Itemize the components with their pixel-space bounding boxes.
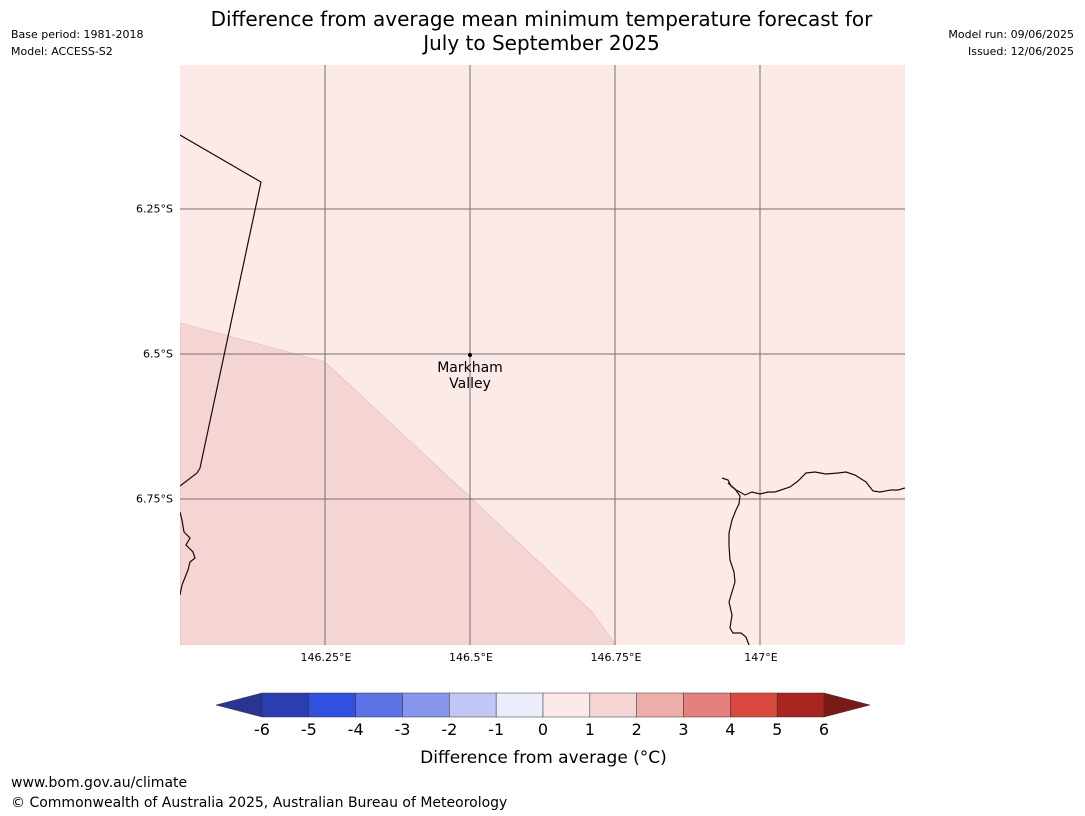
header-right-info: Model run: 09/06/2025 Issued: 12/06/2025 bbox=[948, 26, 1074, 60]
base-period-text: Base period: 1981-2018 bbox=[11, 28, 144, 41]
colorbar-segment bbox=[776, 692, 825, 718]
colorbar-tick-label: 1 bbox=[584, 720, 595, 739]
lon-label-147: 147°E bbox=[744, 651, 778, 664]
lon-label-146-5: 146.5°E bbox=[449, 651, 493, 664]
colorbar-segment bbox=[495, 692, 544, 718]
colorbar-segment bbox=[402, 692, 450, 718]
footer-copyright: © Commonwealth of Australia 2025, Austra… bbox=[11, 795, 508, 811]
colorbar-tick-label: 3 bbox=[678, 720, 689, 739]
graticule bbox=[180, 65, 905, 645]
province-border bbox=[180, 134, 262, 487]
colorbar-tick-label: 2 bbox=[631, 720, 642, 739]
colorbar-tick-label: -2 bbox=[441, 720, 458, 739]
map-title-line2: July to September 2025 bbox=[423, 31, 660, 55]
colorbar-segment bbox=[449, 692, 497, 718]
colorbar-segment bbox=[636, 692, 684, 718]
model-run-text: Model run: 09/06/2025 bbox=[948, 28, 1074, 41]
colorbar-tick-label: 0 bbox=[537, 720, 549, 739]
colorbar-tick-label: 5 bbox=[772, 720, 783, 739]
lat-label-6-5: 6.5°S bbox=[143, 347, 173, 361]
colorbar-extend-high bbox=[823, 692, 871, 718]
coastline-west bbox=[180, 511, 196, 596]
colorbar-tick-label: -1 bbox=[488, 720, 505, 739]
colorbar-segment bbox=[683, 692, 731, 718]
coastline-east bbox=[721, 471, 905, 496]
colorbar-segment bbox=[542, 692, 591, 718]
colorbar-segment bbox=[261, 692, 310, 718]
place-marker bbox=[468, 353, 472, 357]
place-label-line1: Markham bbox=[437, 360, 503, 376]
colorbar-segment bbox=[730, 692, 778, 718]
colorbar-label: Difference from average (°C) bbox=[420, 748, 667, 768]
footer-url: www.bom.gov.au/climate bbox=[11, 775, 188, 791]
model-text: Model: ACCESS-S2 bbox=[11, 45, 113, 58]
colorbar-extend-low bbox=[215, 692, 263, 718]
place-label: Markham Valley bbox=[437, 360, 503, 392]
colorbar-tick-label: -5 bbox=[300, 720, 317, 739]
map-area bbox=[180, 65, 905, 645]
colorbar-segment bbox=[355, 692, 403, 718]
colorbar-tick-label: -3 bbox=[394, 720, 411, 739]
lon-label-146-75: 146.75°E bbox=[590, 651, 642, 664]
colorbar-segment bbox=[308, 692, 356, 718]
map-title: Difference from average mean minimum tem… bbox=[0, 7, 1085, 55]
colorbar-tick-label: 4 bbox=[725, 720, 736, 739]
colorbar-tick-label: -4 bbox=[347, 720, 364, 739]
lat-label-6-25: 6.25°S bbox=[136, 202, 173, 216]
colorbar bbox=[215, 692, 871, 718]
colorbar-tick-label: -6 bbox=[254, 720, 270, 739]
place-label-line2: Valley bbox=[449, 376, 491, 392]
lon-label-146-25: 146.25°E bbox=[300, 651, 352, 664]
issued-text: Issued: 12/06/2025 bbox=[967, 45, 1074, 58]
colorbar-tick-label: 6 bbox=[818, 720, 830, 739]
map-title-line1: Difference from average mean minimum tem… bbox=[210, 7, 873, 31]
header-left-info: Base period: 1981-2018 Model: ACCESS-S2 bbox=[11, 26, 143, 60]
river bbox=[727, 482, 750, 645]
coastlines-borders bbox=[180, 134, 905, 645]
colorbar-segment bbox=[589, 692, 637, 718]
lat-label-6-75: 6.75°S bbox=[136, 492, 173, 506]
